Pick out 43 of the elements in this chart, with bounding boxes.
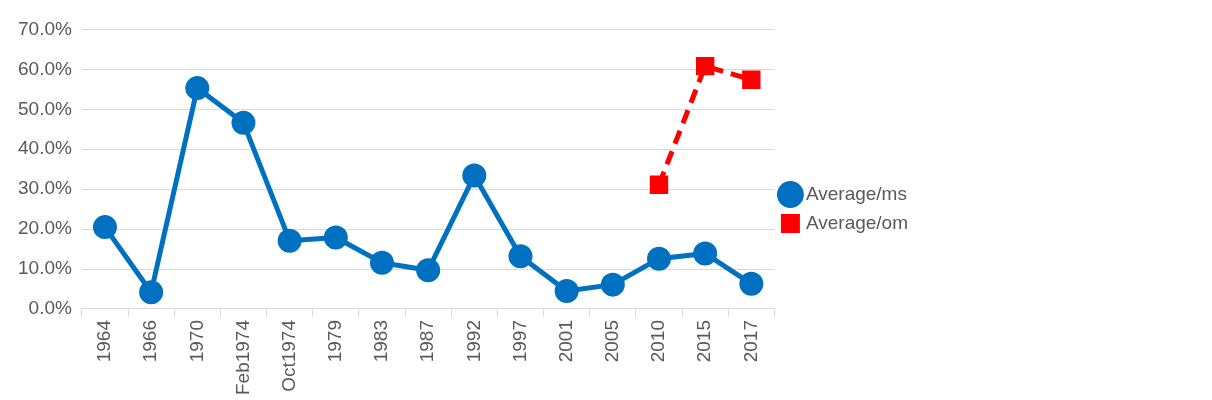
point — [739, 271, 764, 296]
x-tick-label: 1997 — [508, 319, 530, 363]
legend-label: Average/ms — [805, 182, 907, 204]
x-tick-label: 1987 — [416, 319, 438, 363]
y-tick-label: 50.0% — [18, 97, 72, 119]
point — [462, 163, 487, 188]
x-tick-label: 1964 — [93, 319, 115, 363]
y-tick-label: 20.0% — [18, 217, 72, 239]
point — [231, 110, 256, 135]
point — [185, 76, 210, 101]
point — [695, 56, 715, 76]
x-tick-label: 1992 — [462, 319, 484, 363]
point — [742, 70, 761, 89]
legend-label: Average/om — [805, 211, 909, 233]
x-tick-label: 2017 — [739, 319, 761, 363]
y-tick-label: 40.0% — [18, 137, 72, 159]
point — [649, 175, 669, 194]
x-tick-label: Oct1974 — [277, 319, 299, 392]
y-tick-label: 70.0% — [18, 17, 72, 39]
point — [508, 244, 533, 269]
x-tick-label: 2005 — [601, 319, 623, 363]
y-tick-label: 60.0% — [18, 57, 72, 79]
x-tick-label: 2010 — [647, 319, 669, 363]
point — [369, 250, 394, 275]
point — [646, 246, 671, 271]
point — [277, 228, 302, 253]
point — [323, 225, 348, 250]
y-tick-label: 0.0% — [28, 297, 72, 319]
point — [554, 279, 579, 304]
point — [693, 241, 718, 266]
y-tick-label: 30.0% — [18, 177, 72, 199]
x-tick-label: Feb1974 — [231, 319, 253, 396]
x-tick-label: 2001 — [554, 319, 576, 363]
point — [139, 280, 164, 305]
point — [92, 215, 117, 240]
x-tick-label: 2015 — [693, 319, 715, 363]
y-tick-label: 10.0% — [18, 257, 72, 279]
point — [600, 272, 625, 297]
point — [416, 258, 441, 283]
x-tick-label: 1966 — [139, 319, 161, 363]
x-tick-label: 1983 — [370, 319, 392, 363]
x-tick-label: 1979 — [324, 319, 346, 363]
x-tick-label: 1970 — [185, 319, 207, 363]
